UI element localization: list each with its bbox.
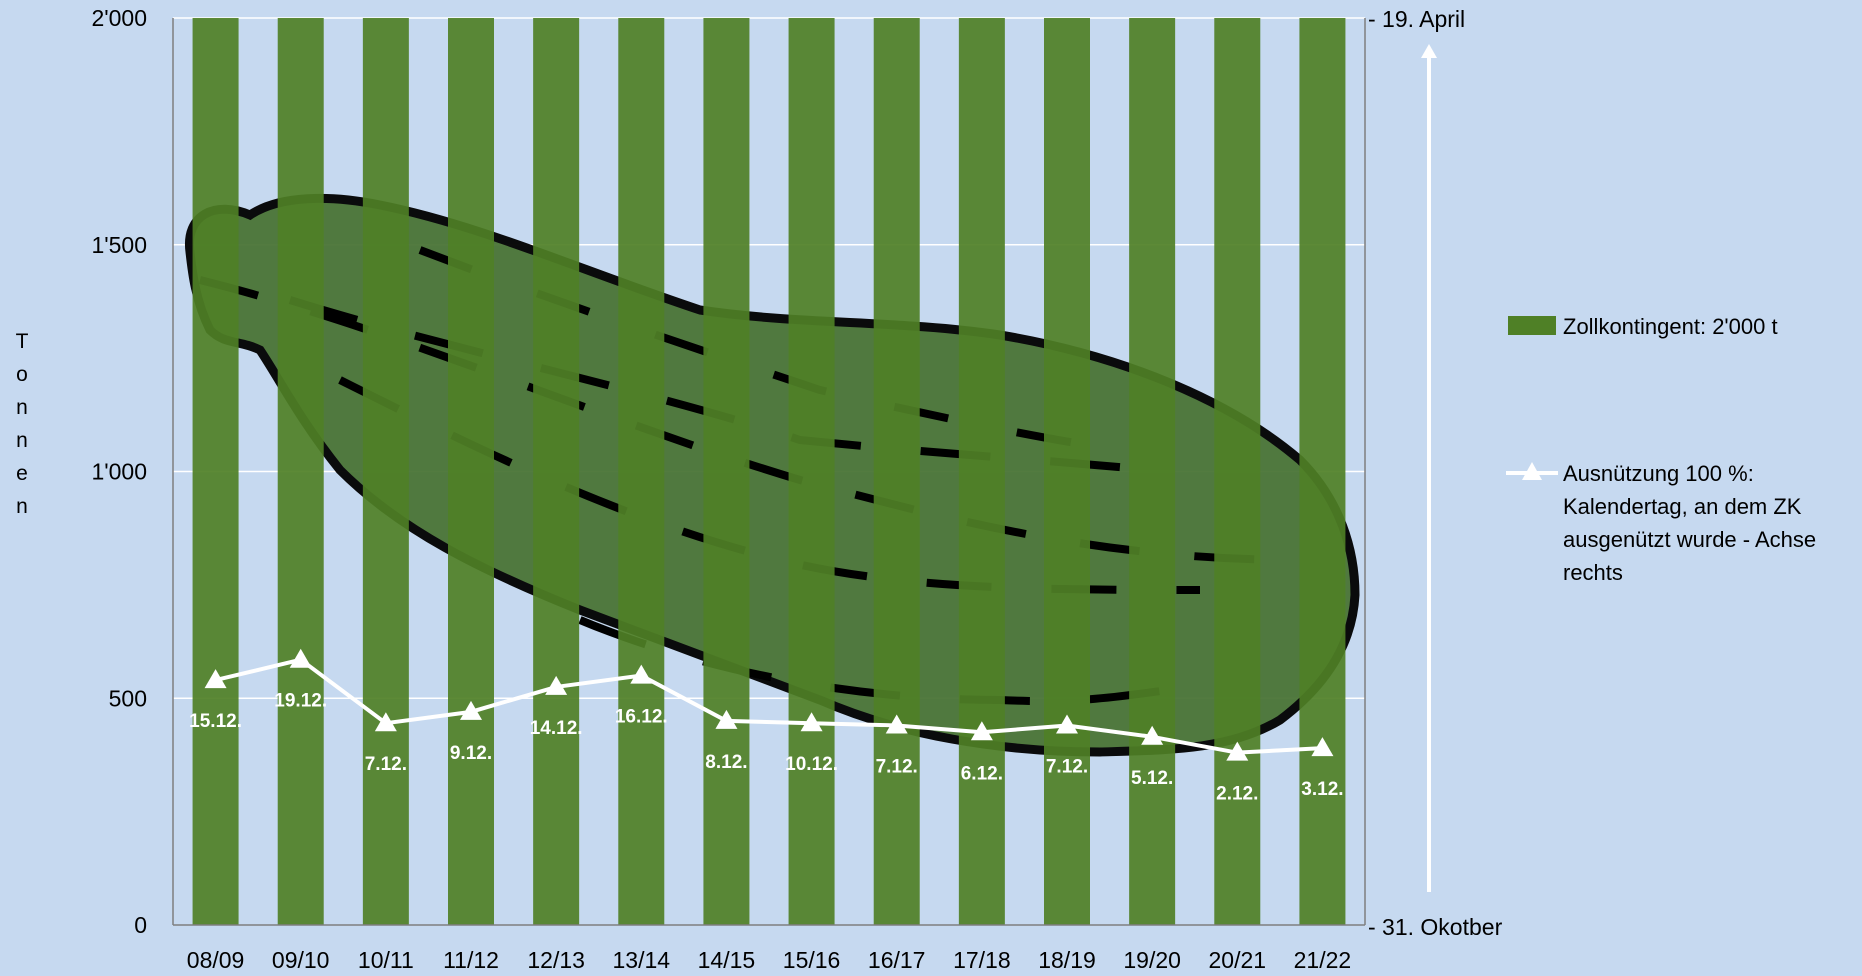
bar: [448, 18, 494, 925]
triangle-marker: [630, 664, 653, 684]
triangle-marker: [545, 675, 568, 695]
data-labels: 15.12. 19.12. 7.12. 9.12. 14.12. 16.12. 8.12. 1…: [189, 691, 1343, 805]
bar: [618, 18, 665, 925]
x-tick-label: 08/09: [187, 947, 245, 973]
triangle-marker: [374, 712, 397, 732]
data-label: 9.12.: [450, 743, 492, 764]
y-axis-title-letter: n: [16, 396, 28, 419]
right-axis: - 19. April - 31. Okotber: [1368, 6, 1503, 940]
triangle-marker: [715, 709, 738, 729]
bar: [362, 18, 409, 925]
legend-line-label-row: Ausnützung 100 %:: [1563, 461, 1754, 486]
data-label: 7.12.: [876, 756, 918, 777]
data-label: 7.12.: [1046, 756, 1088, 777]
bar: [703, 18, 750, 925]
bar: [788, 18, 835, 925]
data-label: 8.12.: [705, 752, 747, 773]
y-axis-title-letter: o: [16, 363, 28, 386]
cucumber-stripe: [199, 276, 1301, 564]
utilization-line: [204, 648, 1334, 761]
right-axis-bottom-label: - 31. Okotber: [1368, 914, 1503, 940]
axes: 0 500 1'000 1'500 2'000 08/09 09/10 10/11 11/12 1…: [91, 5, 1366, 973]
data-label: 7.12.: [365, 754, 407, 775]
triangle-marker: [460, 700, 482, 720]
x-tick-label: 10/11: [358, 947, 414, 973]
y-axis-title-letter: T: [16, 330, 29, 353]
legend-line-label-row: rechts: [1563, 560, 1623, 585]
x-tick-label: 19/20: [1123, 947, 1181, 973]
x-tick-label: 18/19: [1038, 947, 1096, 973]
bar: [192, 18, 239, 925]
triangle-marker: [800, 712, 823, 732]
right-axis-top-label: - 19. April: [1368, 6, 1465, 32]
legend-line-label-row: ausgenützt wurde - Achse: [1563, 527, 1816, 552]
cucumber-stripe: [288, 296, 1151, 474]
triangle-marker: [1056, 714, 1078, 734]
x-tick-label: 21/22: [1294, 947, 1352, 973]
triangle-marker: [885, 714, 908, 734]
data-label: 10.12.: [785, 754, 838, 775]
y-tick-label: 1'500: [91, 232, 147, 258]
legend-line-label: Ausnützung 100 %: Kalendertag, an dem ZK a…: [1563, 461, 1816, 585]
bar: [533, 18, 580, 925]
y-tick-label: 1'000: [91, 459, 147, 485]
legend-bar-label: Zollkontingent: 2'000 t: [1563, 314, 1778, 339]
x-tick-label: 14/15: [698, 947, 756, 973]
bar: [1129, 18, 1176, 925]
y-axis-title-letter: e: [16, 462, 28, 485]
bar: [277, 18, 324, 925]
x-tick-label: 15/16: [783, 947, 841, 973]
data-label: 19.12.: [274, 691, 327, 712]
bars: [192, 18, 1346, 925]
legend-triangle-icon: [1522, 462, 1542, 480]
x-tick-label: 12/13: [527, 947, 585, 973]
x-tick-label: 17/18: [953, 947, 1011, 973]
x-tick-label: 13/14: [613, 947, 671, 973]
bar: [1299, 18, 1346, 925]
data-label: 5.12.: [1131, 768, 1173, 789]
triangle-marker: [970, 721, 993, 741]
data-label: 15.12.: [189, 711, 242, 732]
triangle-marker: [1226, 741, 1249, 761]
legend-line-label-row: Kalendertag, an dem ZK: [1563, 494, 1802, 519]
data-label: 14.12.: [530, 718, 583, 739]
arrow-head: [1421, 44, 1437, 58]
triangle-marker: [1141, 725, 1164, 745]
bar: [1044, 18, 1090, 925]
legend: Zollkontingent: 2'000 t Ausnützung 100 %:…: [1506, 314, 1816, 585]
triangle-marker: [204, 669, 227, 689]
legend-bar-swatch: [1508, 316, 1556, 335]
bar: [958, 18, 1005, 925]
series-line: [215, 657, 1323, 755]
triangle-marker: [289, 648, 312, 668]
x-tick-label: 11/12: [443, 947, 499, 973]
y-axis-title-letter: n: [16, 495, 28, 518]
data-label: 16.12.: [615, 707, 668, 728]
x-tick-label: 16/17: [868, 947, 926, 973]
y-axis-title-letter: n: [16, 429, 28, 452]
x-tick-label: 20/21: [1209, 947, 1267, 973]
x-tick-label: 09/10: [272, 947, 330, 973]
data-label: 2.12.: [1216, 784, 1258, 805]
bar: [873, 18, 920, 925]
data-label: 6.12.: [961, 763, 1003, 784]
data-label: 3.12.: [1301, 779, 1343, 800]
y-tick-label: 500: [109, 685, 147, 711]
y-tick-label: 0: [134, 912, 147, 938]
bar: [1214, 18, 1261, 925]
triangle-marker: [1311, 737, 1334, 757]
y-tick-label: 2'000: [91, 5, 147, 31]
